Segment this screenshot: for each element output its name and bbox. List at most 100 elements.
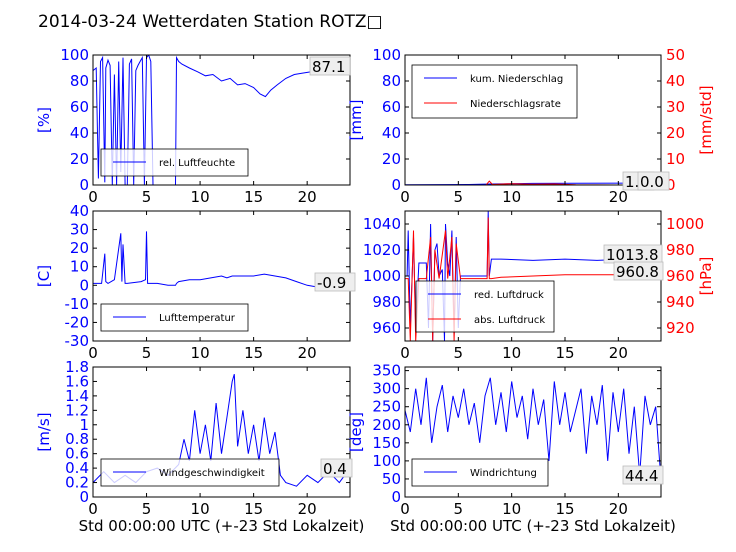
y-tick-right-label: 20: [666, 124, 685, 142]
series-line-temperature-0: [93, 231, 350, 288]
value-annotation-box: [622, 465, 664, 485]
y-tick-label: -30: [65, 332, 90, 350]
y-axis-label: [mm]: [347, 100, 365, 141]
x-axis-label: Std 00:00:00 UTC (+-23 Std Lokalzeit): [79, 517, 365, 535]
y-tick-label: 10: [70, 258, 89, 276]
legend-label: abs. Luftdruck: [474, 315, 545, 326]
figure-title: 2014-03-24 Wetterdaten Station ROTZ□: [38, 12, 383, 32]
x-tick-label: 10: [502, 500, 521, 518]
x-tick-label: 20: [298, 344, 317, 362]
y-tick-label: 150: [372, 434, 401, 452]
y-axis-label: [C]: [35, 265, 53, 287]
x-tick-label: 10: [502, 344, 521, 362]
axes-frame: [404, 54, 662, 186]
x-tick-label: 10: [191, 344, 210, 362]
value-annotation-right-box: [637, 171, 670, 191]
legend-label: Niederschlagsrate: [470, 99, 561, 110]
y-tick-right-label: 40: [666, 72, 685, 90]
y-tick-label: 0: [79, 488, 89, 506]
y-tick-label: 1.4: [65, 387, 89, 405]
value-annotation: -0.9: [317, 274, 346, 292]
panel-precip: 0 5 10 15 20 0 20 40 60 80 100 0 10 20 30 40 50 [mm] [mm/s…: [347, 46, 715, 206]
y-tick-label: 40: [382, 124, 401, 142]
legend-box: [415, 280, 555, 333]
legend-label: kum. Niederschlag: [470, 74, 563, 85]
y-axis-label: [%]: [35, 107, 53, 133]
x-tick-label: 20: [298, 188, 317, 206]
y-tick-label: 0: [79, 176, 89, 194]
y-tick-label: 80: [382, 72, 401, 90]
y-tick-label: 300: [372, 380, 401, 398]
y-tick-label: 20: [70, 150, 89, 168]
legend-box: [411, 64, 578, 119]
x-axis-label: Std 00:00:00 UTC (+-23 Std Lokalzeit): [390, 517, 676, 535]
y-tick-label: 1020: [363, 241, 401, 259]
value-annotation-right: 960.8: [616, 263, 659, 281]
series-line-wind_dir-0: [405, 377, 661, 482]
panel-pressure: 0 5 10 15 20 960 980 1000 1020 1040 920 940 960 980 10…: [363, 210, 715, 362]
y-tick-right-label: 50: [666, 46, 685, 64]
y-tick-right-label: 920: [666, 319, 695, 337]
axes-frame: [92, 366, 351, 498]
legend-label: Lufttemperatur: [159, 313, 236, 324]
y-tick-label: 0.4: [65, 459, 89, 477]
x-tick-label: 0: [400, 344, 410, 362]
x-tick-label: 0: [400, 500, 410, 518]
y-tick-label: 20: [382, 150, 401, 168]
x-tick-label: 5: [454, 188, 464, 206]
y-tick-label: 0.8: [65, 430, 89, 448]
value-annotation-box: [320, 458, 353, 478]
y-tick-label: 20: [70, 239, 89, 257]
value-annotation: 1013.8: [606, 246, 659, 264]
y-tick-label: 1000: [363, 267, 401, 285]
x-tick-label: 0: [88, 188, 98, 206]
y-tick-label: -20: [65, 313, 90, 331]
legend-label: rel. Luftfeuchte: [159, 158, 235, 169]
y-tick-label: 1.2: [65, 401, 89, 419]
x-tick-label: 15: [555, 500, 574, 518]
y-tick-label: 200: [372, 416, 401, 434]
y-tick-label: 100: [372, 452, 401, 470]
y-tick-label: 0: [79, 276, 89, 294]
y-axis-label: [deg]: [347, 412, 365, 452]
y-tick-label: 0.6: [65, 445, 89, 463]
y-tick-label: 40: [70, 124, 89, 142]
y-tick-label: 250: [372, 398, 401, 416]
y-tick-label: 1.8: [65, 358, 89, 376]
y-axis-right-label: [hPa]: [697, 257, 715, 296]
x-tick-label: 5: [142, 344, 152, 362]
y-tick-label: 60: [70, 98, 89, 116]
x-tick-label: 0: [88, 344, 98, 362]
y-tick-label: 60: [382, 98, 401, 116]
x-tick-label: 20: [609, 500, 628, 518]
value-annotation: 44.4: [625, 467, 658, 485]
y-tick-right-label: 30: [666, 98, 685, 116]
value-annotation-right-box: [613, 261, 664, 281]
x-tick-label: 15: [555, 188, 574, 206]
x-tick-label: 15: [555, 344, 574, 362]
y-tick-label: 0: [391, 176, 401, 194]
x-tick-label: 15: [244, 500, 263, 518]
y-tick-label: 30: [70, 221, 89, 239]
value-annotation-box: [309, 56, 351, 76]
panel-temperature: 0 5 10 15 20-30-20-10010203040[C]Lufttempera…: [35, 202, 356, 362]
y-tick-label: 1: [79, 416, 89, 434]
y-tick-label: 40: [70, 202, 89, 220]
value-annotation: 0.4: [323, 460, 347, 478]
x-tick-label: 20: [609, 344, 628, 362]
y-tick-label: 350: [372, 362, 401, 380]
x-tick-label: 15: [244, 188, 263, 206]
value-annotation-box: [314, 272, 356, 292]
x-tick-label: 0: [400, 188, 410, 206]
y-tick-label: 960: [372, 319, 401, 337]
panel-humidity: 0 5 10 15 20 0 20 40 60 80 100 [%] rel. Luftfeuchte 8…: [35, 46, 351, 206]
y-tick-label: 100: [372, 46, 401, 64]
value-annotation-right: 0.0: [640, 173, 664, 191]
y-tick-right-label: 940: [666, 293, 695, 311]
x-tick-label: 5: [454, 344, 464, 362]
x-tick-label: 10: [502, 188, 521, 206]
y-tick-label: -10: [65, 295, 90, 313]
legend-label: red. Luftdruck: [474, 290, 544, 301]
x-tick-label: 0: [88, 500, 98, 518]
